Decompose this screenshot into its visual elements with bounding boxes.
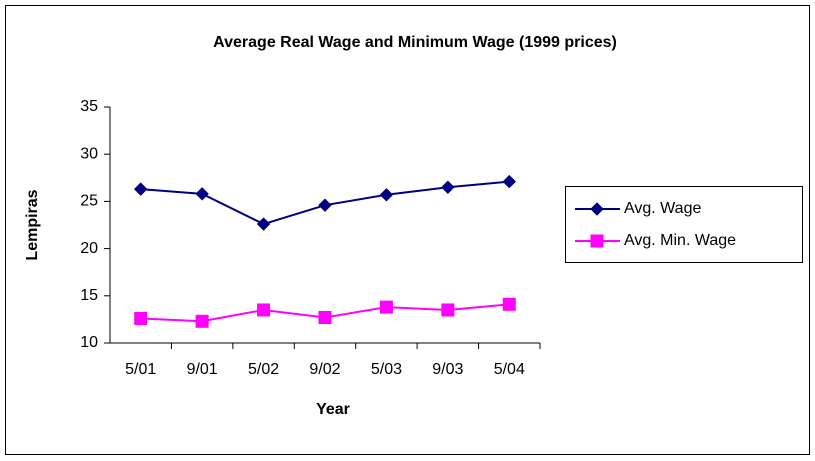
x-tick-label: 9/02 [309,361,340,378]
data-point [379,300,393,314]
data-point [195,187,209,201]
data-point [134,182,148,196]
legend-label: Avg. Min. Wage [624,232,736,249]
x-tick-label: 5/03 [371,361,402,378]
legend-marker [590,202,604,216]
x-tick-label: 9/01 [187,361,218,378]
x-tick-label: 9/03 [432,361,463,378]
data-point [195,314,209,328]
y-tick-label: 35 [80,98,98,115]
x-tick-label: 5/02 [248,361,279,378]
data-point [318,311,332,325]
data-point [502,174,516,189]
data-point [318,198,332,212]
data-point [379,188,394,202]
y-tick-label: 25 [80,193,98,210]
legend-marker [590,234,604,248]
data-point [441,180,455,194]
x-tick-label: 5/04 [494,361,525,378]
data-point [441,303,455,317]
y-axis-label: Lempiras [24,189,41,260]
y-tick-label: 10 [80,334,98,351]
x-tick-label: 5/01 [125,361,156,378]
x-axis-label: Year [316,401,350,418]
legend-box [565,186,803,263]
chart-title: Average Real Wage and Minimum Wage (1999… [213,34,617,51]
legend-label: Avg. Wage [624,200,701,217]
y-tick-label: 30 [80,145,98,162]
data-point [257,303,271,317]
y-tick-label: 15 [80,287,98,304]
data-point [134,311,148,325]
data-point [502,297,516,311]
data-point [256,217,271,231]
y-tick-label: 20 [80,240,98,257]
